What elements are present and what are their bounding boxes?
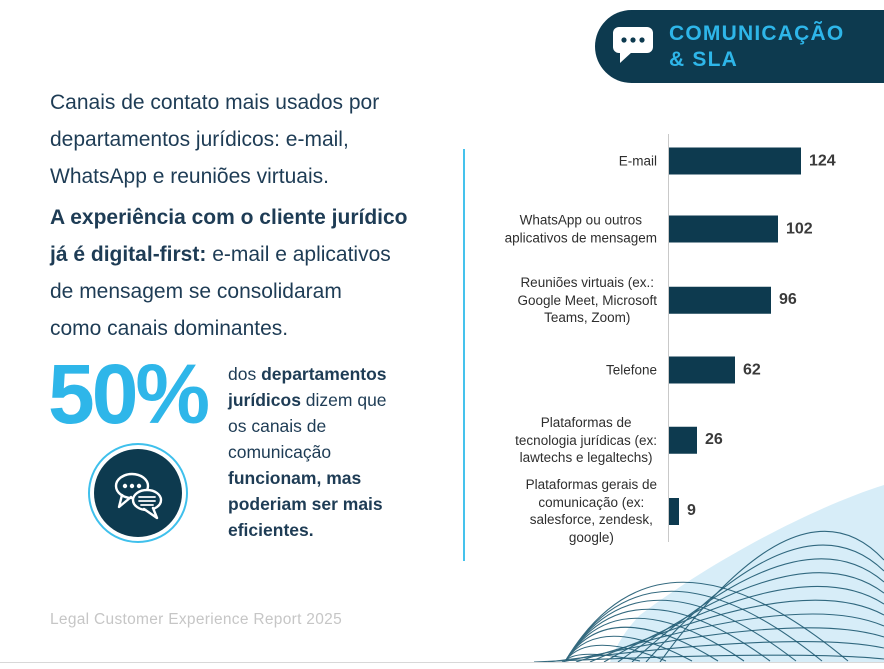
bar — [669, 286, 771, 314]
text-segment-bold: A experiência com o cliente jurídico já … — [50, 206, 408, 266]
text-segment-bold: funcionam, mas poderiam ser mais eficien… — [228, 468, 383, 540]
category-label: E-mail — [618, 153, 657, 169]
category-label: Plataformas de tecnologia jurídicas (ex:… — [515, 414, 657, 465]
bar — [669, 426, 697, 454]
chart-row: Reuniões virtuais (ex.: Google Meet, Mic… — [468, 274, 880, 327]
chart-row: Plataformas gerais de comunicação (ex: s… — [468, 476, 880, 546]
category-label: Telefone — [605, 362, 657, 378]
chart-axis-line — [668, 134, 669, 542]
light-blue-blob — [610, 485, 884, 662]
bar-value: 102 — [786, 220, 813, 237]
text-segment-bold: departamentos jurídicos — [228, 364, 387, 410]
stat-icon-ring — [88, 443, 188, 543]
text-segment: e-mail e aplicativos de mensagem se cons… — [50, 243, 391, 340]
key-insight-paragraph: A experiência com o cliente jurídico já … — [50, 199, 450, 347]
intro-paragraph: Canais de contato mais usados por depart… — [50, 84, 450, 195]
bottom-border-line — [0, 662, 884, 663]
category-label: Reuniões virtuais (ex.: Google Meet, Mic… — [517, 274, 657, 325]
bar — [669, 215, 778, 243]
bar-value: 9 — [687, 502, 696, 519]
category-label: WhatsApp ou outros aplicativos de mensag… — [504, 212, 657, 246]
bar — [669, 356, 735, 384]
report-title-footer: Legal Customer Experience Report 2025 — [50, 611, 342, 628]
stat-value: 50% — [48, 347, 210, 441]
chat-bubble-icon — [611, 23, 655, 70]
chart-row: Plataformas de tecnologia jurídicas (ex:… — [468, 414, 880, 467]
bar-value: 26 — [705, 431, 723, 448]
bar-value: 96 — [779, 291, 797, 308]
bar — [669, 147, 801, 175]
chart-row: E-mail 124 — [468, 147, 880, 175]
section-badge: COMUNICAÇÃO & SLA — [595, 10, 884, 83]
vertical-divider — [463, 149, 465, 561]
arc-lines-right — [533, 530, 884, 662]
text-segment: dos — [228, 364, 262, 384]
stat-description: dos departamentos jurídicos dizem que os… — [228, 361, 418, 543]
bar-chart: E-mail 124 WhatsApp ou outros aplicativo… — [468, 0, 880, 600]
bar-value: 124 — [809, 152, 836, 169]
section-badge-title: COMUNICAÇÃO & SLA — [669, 21, 844, 73]
chart-row: WhatsApp ou outros aplicativos de mensag… — [468, 212, 880, 247]
category-label: Plataformas gerais de comunicação (ex: s… — [525, 477, 657, 545]
chat-bubbles-icon — [94, 449, 182, 537]
chart-row: Telefone 62 — [468, 356, 880, 384]
bar — [669, 497, 679, 525]
text-segment: Canais de contato mais usados por depart… — [50, 91, 380, 188]
badge-title-line1: COMUNICAÇÃO — [669, 21, 845, 45]
text-segment: dizem que os canais de comunicação — [228, 390, 387, 462]
badge-title-line2: & SLA — [669, 47, 738, 71]
bar-value: 62 — [743, 361, 761, 378]
